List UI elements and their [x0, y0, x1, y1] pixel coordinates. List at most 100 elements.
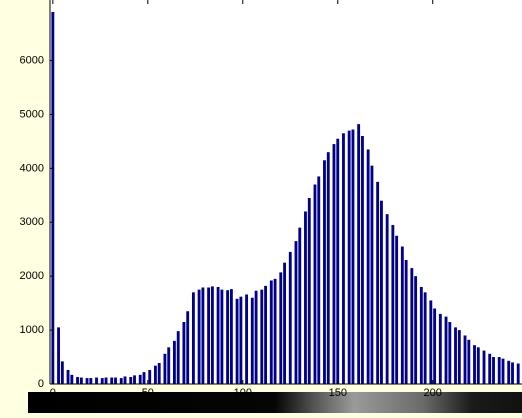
bar	[207, 287, 210, 384]
bar	[124, 376, 127, 384]
bar	[220, 290, 223, 384]
bar	[217, 287, 220, 384]
bar	[139, 375, 142, 384]
bar	[327, 152, 330, 384]
y-tick-label: 0	[38, 378, 44, 390]
bar	[120, 378, 123, 384]
bar	[260, 290, 263, 384]
bar	[251, 298, 254, 384]
bar	[173, 341, 176, 384]
y-tick-label: 3000	[20, 216, 44, 228]
bar	[129, 377, 132, 384]
bar	[376, 182, 379, 384]
bar	[502, 359, 505, 384]
bar	[464, 335, 467, 384]
bar	[101, 378, 104, 384]
y-tick-label: 1000	[20, 324, 44, 336]
bar	[105, 378, 108, 384]
bar	[420, 287, 423, 384]
bar	[279, 272, 282, 384]
bar	[177, 331, 180, 384]
bar	[424, 292, 427, 384]
bar	[201, 287, 204, 384]
bar	[498, 357, 501, 384]
y-tick-label: 2000	[20, 270, 44, 282]
bar	[454, 327, 457, 384]
x-tick-label: 0	[50, 387, 56, 399]
bar	[110, 378, 113, 384]
bar	[70, 375, 73, 384]
bar	[448, 322, 451, 384]
bar	[405, 260, 408, 384]
bar	[89, 378, 92, 384]
bar	[380, 201, 383, 384]
bar	[51, 12, 54, 384]
bar	[298, 228, 301, 384]
bar	[517, 364, 520, 384]
bar	[192, 292, 195, 384]
bar	[352, 130, 355, 384]
bar	[226, 290, 229, 384]
bar	[198, 290, 201, 384]
bar	[401, 247, 404, 384]
bar	[61, 361, 64, 384]
y-tick-label: 4000	[20, 162, 44, 174]
bar	[386, 214, 389, 384]
y-tick-label: 5000	[20, 108, 44, 120]
bar	[507, 361, 510, 384]
bar	[143, 372, 146, 384]
bar	[148, 370, 151, 384]
bar	[492, 357, 495, 384]
bar	[289, 252, 292, 384]
bar	[511, 362, 514, 384]
x-tick-label: 150	[329, 387, 347, 399]
bar	[163, 354, 166, 384]
bar	[357, 124, 360, 384]
bar	[255, 291, 258, 384]
bar	[323, 160, 326, 384]
bar	[336, 139, 339, 384]
bar	[317, 176, 320, 384]
bar	[182, 322, 185, 384]
x-tick-label: 100	[234, 387, 252, 399]
bar	[80, 378, 83, 384]
x-tick-label: 50	[142, 387, 154, 399]
bar	[167, 347, 170, 384]
bar	[133, 375, 136, 384]
bar	[308, 198, 311, 384]
bar	[439, 314, 442, 384]
y-tick-label: 6000	[20, 54, 44, 66]
bar	[342, 133, 345, 384]
bar	[414, 276, 417, 384]
chart: 0100020003000400050006000050100150200	[0, 0, 522, 413]
bar	[236, 299, 239, 384]
bar	[274, 279, 277, 384]
bar	[270, 280, 273, 384]
bar	[295, 241, 298, 384]
bar	[367, 149, 370, 384]
bar	[304, 211, 307, 384]
bar	[239, 297, 242, 384]
bar	[473, 345, 476, 384]
bar	[429, 300, 432, 384]
bar	[348, 131, 351, 384]
bar	[488, 354, 491, 384]
bar	[67, 370, 70, 384]
bar	[95, 378, 98, 384]
bar	[114, 378, 117, 384]
bar	[433, 309, 436, 384]
bar	[154, 366, 157, 384]
bar	[483, 351, 486, 384]
bar	[314, 185, 317, 384]
bar	[371, 166, 374, 384]
bar	[477, 347, 480, 384]
bar	[333, 144, 336, 384]
bar	[264, 286, 267, 384]
bar	[86, 378, 89, 384]
bar	[395, 236, 398, 384]
bar	[410, 268, 413, 384]
bar	[245, 295, 248, 384]
bar	[361, 136, 364, 384]
bar	[467, 340, 470, 384]
bar	[391, 225, 394, 384]
